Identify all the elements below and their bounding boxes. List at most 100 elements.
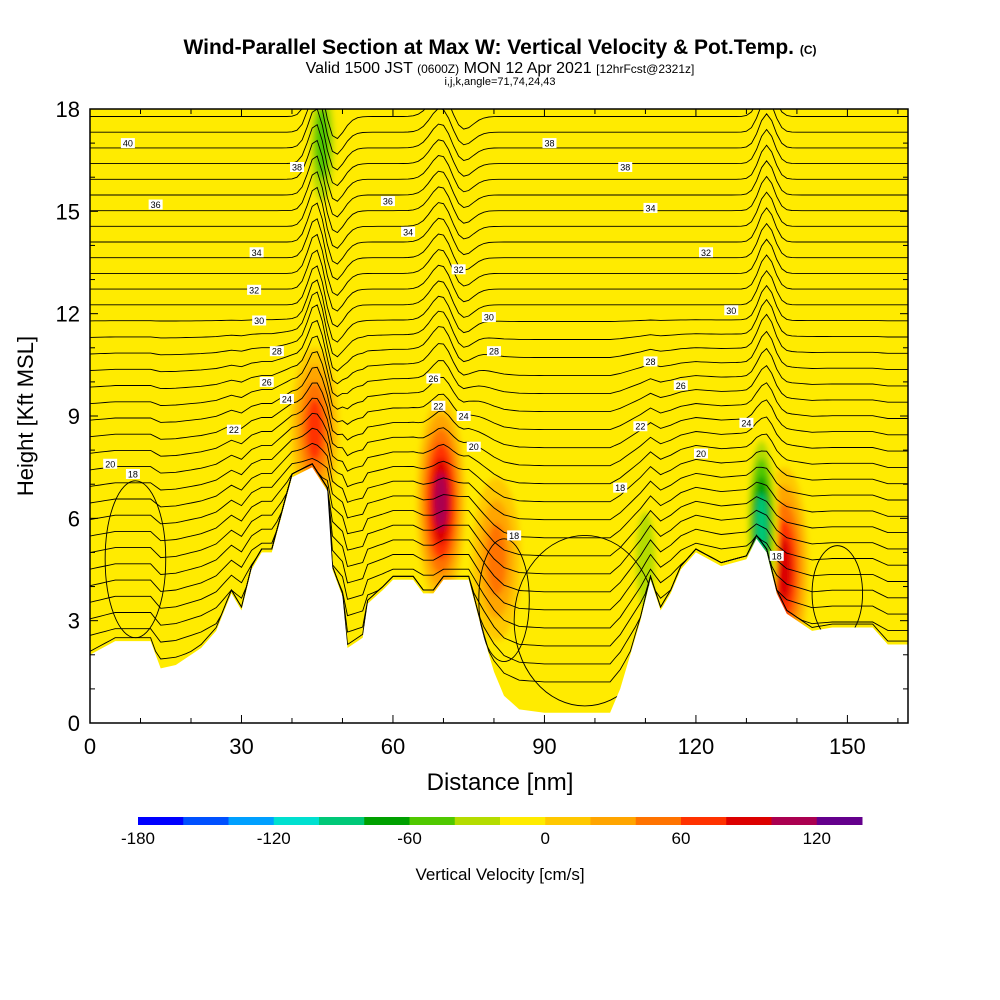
contour-label-bg: [148, 199, 163, 210]
contour-label-text: 28: [272, 347, 282, 357]
contour-label-bg: [643, 202, 658, 213]
contour-label-21: 24: [279, 393, 294, 404]
updraft-core-1-level-6: [434, 472, 448, 530]
contour-label-text: 24: [459, 412, 469, 422]
theta-contour-2: [90, 463, 908, 647]
contour-label-22: 22: [431, 400, 446, 411]
contour-label-bg: [699, 247, 714, 258]
y-axis-title: Height [Kft MSL]: [13, 336, 38, 496]
contour-label-23: 24: [456, 411, 471, 422]
contour-label-text: 32: [701, 248, 711, 258]
contour-label-24: 24: [739, 417, 754, 428]
copyright-mark: (C): [799, 43, 817, 57]
theta-contour-16: [90, 335, 908, 398]
theta-contour-10: [90, 427, 908, 503]
subtitle-date: MON 12 Apr 2021: [463, 60, 592, 77]
contour-label-bg: [673, 380, 688, 391]
contour-label-11: 32: [247, 284, 262, 295]
theta-contour-32: [90, 109, 908, 155]
contour-label-5: 36: [380, 196, 395, 207]
x-tick-label-1: 30: [229, 734, 253, 759]
subtitle-forecast: [12hrFcst@2321z]: [596, 62, 695, 76]
contour-label-text: 38: [292, 162, 302, 172]
y-tick-label-3: 9: [68, 404, 80, 429]
contour-label-26: 22: [633, 421, 648, 432]
colorbar-swatch-12: [681, 817, 727, 825]
theta-contour-9: [90, 442, 908, 521]
contour-label-bg: [426, 373, 441, 384]
contour-label-text: 30: [726, 306, 736, 316]
contour-label-bg: [259, 376, 274, 387]
contour-label-text: 36: [383, 197, 393, 207]
contour-label-text: 18: [128, 469, 138, 479]
contour-label-bg: [451, 264, 466, 275]
theta-contour-7: [90, 463, 908, 557]
contour-label-bg: [279, 393, 294, 404]
colorbar-swatch-9: [545, 817, 591, 825]
terrain-layer: [90, 467, 908, 723]
contour-label-7: 34: [401, 226, 416, 237]
contour-label-text: 38: [620, 162, 630, 172]
theta-contour-12: [90, 397, 908, 467]
contour-label-text: 40: [123, 139, 133, 149]
x-tick-label-0: 0: [84, 734, 96, 759]
colorbar-swatch-8: [500, 817, 546, 825]
contour-label-text: 18: [772, 551, 782, 561]
colorbar-swatch-14: [771, 817, 818, 825]
contour-label-text: 26: [262, 377, 272, 387]
contour-label-bg: [486, 346, 501, 357]
contour-label-18: 26: [259, 376, 274, 387]
colorbar-swatch-6: [409, 817, 456, 825]
contour-label-29: 20: [103, 458, 118, 469]
subtitle-zulu: (0600Z): [417, 62, 460, 76]
contour-label-bg: [120, 138, 135, 149]
contour-label-text: 20: [696, 449, 706, 459]
theta-contour-30: [90, 123, 908, 187]
contour-label-8: 34: [249, 247, 264, 258]
contour-label-bg: [247, 284, 262, 295]
theta-contour-20: [90, 279, 908, 343]
x-tick-label-5: 150: [829, 734, 866, 759]
contour-label-text: 38: [544, 139, 554, 149]
contour-label-text: 30: [484, 313, 494, 323]
theta-contour-5: [90, 463, 908, 593]
contour-label-bg: [693, 448, 708, 459]
contour-label-bg: [226, 424, 241, 435]
downdraft-core-3-level-5: [755, 493, 768, 557]
contour-label-bg: [618, 161, 633, 172]
contour-label-bg: [466, 441, 481, 452]
updraft-core-2-level-3: [486, 522, 507, 596]
chart-params: i,j,k,angle=71,74,24,43: [444, 76, 556, 88]
theta-contour-8: [90, 458, 908, 539]
contour-label-text: 34: [645, 203, 655, 213]
colorbar-tick-label-5: 120: [803, 829, 831, 848]
colorbar-swatch-4: [319, 817, 365, 825]
contour-label-30: 18: [125, 468, 140, 479]
contour-label-bg: [724, 305, 739, 316]
contour-label-bg: [643, 356, 658, 367]
colorbar: -180 -120 -60 0 60 120: [121, 817, 863, 848]
contour-label-bg: [542, 138, 557, 149]
colorbar-swatch-10: [590, 817, 637, 825]
contour-label-28: 20: [693, 448, 708, 459]
contour-labels: 40 38 38 38 36 36 34 34 34 32 32 32 30 30 30 28 28 28 26 26…: [103, 138, 784, 561]
contour-label-6: 34: [643, 202, 658, 213]
contour-label-32: 18: [507, 530, 522, 541]
theta-contour-31: [90, 109, 908, 171]
title-text: Wind-Parallel Section at Max W: Vertical…: [183, 36, 794, 59]
theta-contour-6: [90, 463, 908, 575]
contour-label-text: 32: [249, 285, 259, 295]
contour-label-bg: [249, 247, 264, 258]
colorbar-swatch-0: [138, 817, 184, 825]
theta-contour-21: [90, 265, 908, 328]
colorbar-swatch-11: [635, 817, 682, 825]
theta-contour-27: [90, 171, 908, 234]
contour-label-bg: [431, 400, 446, 411]
chart-subtitle: Valid 1500 JST (0600Z) MON 12 Apr 2021 […: [0, 60, 1000, 78]
colorbar-tick-label-3: 0: [541, 829, 550, 848]
contour-label-2: 38: [542, 138, 557, 149]
y-tick-label-1: 3: [68, 609, 80, 634]
contour-label-text: 32: [454, 265, 464, 275]
